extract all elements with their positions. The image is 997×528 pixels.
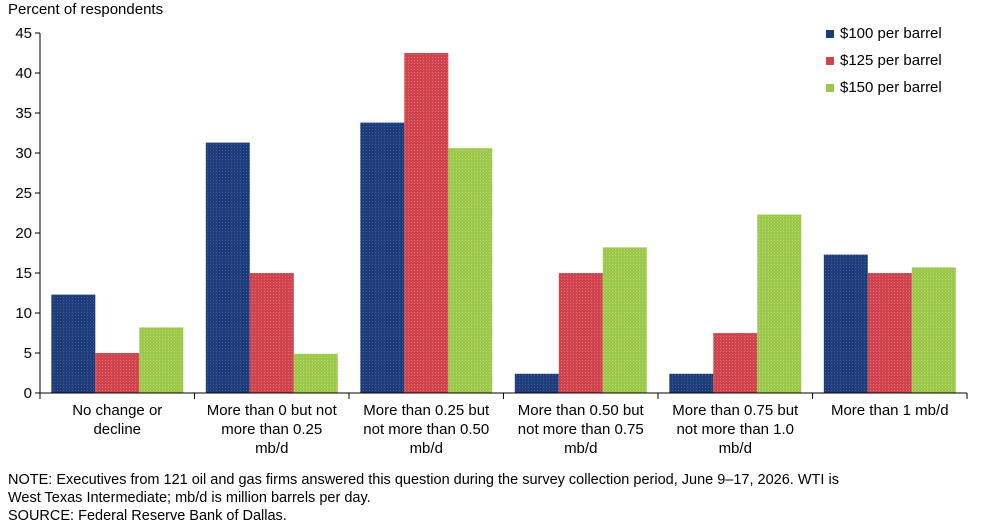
chart-notes: NOTE: Executives from 121 oil and gas fi…	[8, 471, 988, 525]
bar-series-1-cat-3	[558, 273, 603, 393]
x-category-label: No change or decline	[72, 402, 162, 438]
bar-series-2-cat-0	[139, 327, 184, 393]
legend-item-150: $150 per barrel	[826, 74, 942, 101]
bar-chart: 0 5 10 15 20 25 30 35 40 45 No change or decline Mo…	[15, 25, 968, 457]
bar-series-2-cat-2	[448, 148, 493, 393]
legend-label-100: $100 per barrel	[840, 25, 942, 42]
bar-series-0-cat-0	[51, 294, 96, 393]
y-tick-label: 40	[15, 65, 32, 82]
legend-swatch-125	[826, 56, 834, 65]
y-axis-label: Percent of respondents	[8, 1, 164, 18]
legend-swatch-150	[826, 83, 834, 92]
bar-series-0-cat-3	[514, 373, 559, 393]
bar-series-1-cat-5	[867, 273, 912, 393]
source-line: SOURCE: Federal Reserve Bank of Dallas.	[8, 508, 287, 524]
bar-series-0-cat-1	[205, 142, 250, 393]
y-tick-label: 45	[15, 25, 32, 42]
legend-item-100: $100 per barrel	[826, 20, 942, 47]
bar-series-2-cat-1	[293, 353, 338, 393]
legend-item-125: $125 per barrel	[826, 47, 942, 74]
bar-series-2-cat-4	[757, 214, 802, 393]
bar-series-2-cat-5	[911, 267, 956, 393]
y-tick-label: 5	[24, 345, 32, 362]
y-tick-label: 0	[24, 385, 32, 402]
bar-series-0-cat-2	[360, 122, 405, 393]
x-category-label: More than 0.25 but not more than 0.50 mb/d	[363, 402, 490, 457]
y-tick-label: 20	[15, 225, 32, 242]
y-tick-label: 30	[15, 145, 32, 162]
note-line-2: West Texas Intermediate; mb/d is million…	[8, 490, 371, 506]
legend-label-150: $150 per barrel	[840, 79, 942, 96]
bar-series-1-cat-0	[95, 353, 140, 393]
y-tick-label: 35	[15, 105, 32, 122]
y-tick-label: 25	[15, 185, 32, 202]
y-tick-label: 15	[15, 265, 32, 282]
y-tick-label: 10	[15, 305, 32, 322]
note-line-1: NOTE: Executives from 121 oil and gas fi…	[8, 472, 839, 488]
x-category-label: More than 0.75 but not more than 1.0 mb/d	[672, 402, 799, 457]
x-category-label: More than 1 mb/d	[831, 402, 949, 419]
legend-swatch-100	[826, 29, 834, 38]
legend: $100 per barrel $125 per barrel $150 per…	[826, 20, 942, 101]
legend-label-125: $125 per barrel	[840, 52, 942, 69]
bar-series-0-cat-5	[823, 254, 868, 393]
x-category-label: More than 0.50 but not more than 0.75 mb/d	[518, 402, 645, 457]
x-category-label: More than 0 but not more than 0.25 mb/d	[207, 402, 338, 457]
bar-series-2-cat-3	[602, 247, 647, 393]
bar-series-1-cat-2	[404, 53, 449, 393]
bar-series-0-cat-4	[669, 373, 714, 393]
bar-series-1-cat-1	[249, 273, 294, 393]
bar-series-1-cat-4	[713, 333, 758, 393]
